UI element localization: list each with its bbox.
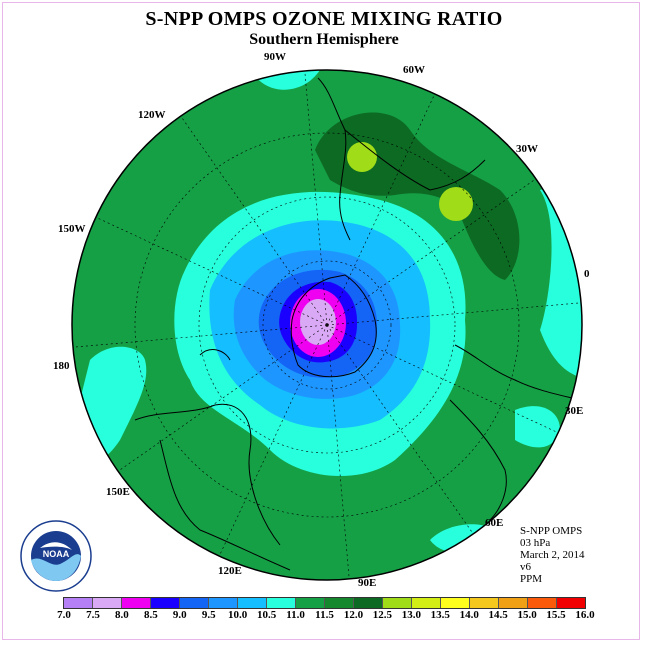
map-subtitle: Southern Hemisphere (249, 31, 399, 48)
colorbar-swatch (383, 598, 412, 608)
lon-label-60e: 60E (485, 517, 504, 529)
lon-label-90e: 90E (358, 577, 377, 589)
colorbar-tick-label: 11.5 (315, 609, 334, 621)
lon-label-120e: 120E (218, 565, 242, 577)
colorbar-tick-label: 10.0 (228, 609, 248, 621)
colorbar-tick-label: 15.5 (546, 609, 566, 621)
colorbar-tick-label: 11.0 (286, 609, 305, 621)
colorbar-tick-label: 13.0 (401, 609, 421, 621)
ozone-contour-peak (347, 142, 377, 172)
colorbar-tick-label: 14.5 (488, 609, 508, 621)
colorbar-swatch (354, 598, 383, 608)
figure-frame (2, 2, 640, 640)
ozone-contour-lobe (540, 170, 582, 380)
colorbar-swatch (209, 598, 238, 608)
ozone-contour-lobe (248, 70, 320, 90)
colorbar-swatch (296, 598, 325, 608)
colorbar-swatch (267, 598, 296, 608)
lon-label-60w: 60W (403, 64, 425, 76)
colorbar-swatch (151, 598, 180, 608)
info-version: v6 (520, 561, 531, 573)
coastlines (134, 77, 581, 571)
colorbar-swatch (238, 598, 267, 608)
logo-text: NOAA (43, 549, 70, 559)
colorbar-swatch (557, 598, 585, 608)
graticule (134, 132, 520, 518)
lon-label-180: 180 (53, 360, 70, 372)
info-block: S-NPP OMPS 03 hPa March 2, 2014 v6 PPM (520, 525, 584, 585)
colorbar-tick-label: 12.5 (372, 609, 392, 621)
lon-label-30w: 30W (516, 143, 538, 155)
colorbar (63, 597, 586, 609)
colorbar-tick-label: 7.5 (86, 609, 100, 621)
noaa-logo-icon: NOAA (20, 520, 92, 592)
colorbar-swatch (325, 598, 354, 608)
colorbar-swatch (180, 598, 209, 608)
colorbar-swatch (528, 598, 557, 608)
colorbar-tick-label: 9.5 (201, 609, 216, 621)
colorbar-tick-label: 9.0 (172, 609, 187, 621)
colorbar-swatch (441, 598, 470, 608)
colorbar-tick-label: 15.0 (517, 609, 537, 621)
info-date: March 2, 2014 (520, 549, 585, 561)
colorbar-tick-label: 14.0 (459, 609, 479, 621)
colorbar-swatch (93, 598, 122, 608)
colorbar-tick-label: 12.0 (343, 609, 364, 621)
ozone-contour-peak (439, 187, 473, 221)
colorbar-tick-label: 10.5 (256, 609, 277, 621)
ozone-contour-lobe (515, 406, 560, 448)
info-pressure: 03 hPa (520, 537, 551, 549)
lon-label-150w: 150W (58, 223, 86, 235)
colorbar-tick-label: 16.0 (575, 609, 595, 621)
colorbar-swatch (122, 598, 151, 608)
map-title: S-NPP OMPS OZONE MIXING RATIO (145, 8, 503, 30)
lon-label-120w: 120W (138, 109, 166, 121)
lon-label-0: 0 (584, 268, 590, 280)
lon-label-90w: 90W (264, 51, 286, 63)
colorbar-tick-label: 8.0 (115, 609, 129, 621)
colorbar-swatch (64, 598, 93, 608)
ozone-contour-7-5 (300, 299, 336, 345)
colorbar-swatch (499, 598, 528, 608)
lon-label-150e: 150E (106, 486, 130, 498)
colorbar-swatch (412, 598, 441, 608)
colorbar-tick-label: 7.0 (57, 609, 71, 621)
colorbar-tick-label: 13.5 (430, 609, 450, 621)
map-boundary (71, 69, 583, 581)
info-units: PPM (520, 573, 543, 585)
info-instrument: S-NPP OMPS (520, 525, 583, 537)
lon-label-30e: 30E (565, 405, 584, 417)
colorbar-tick-label: 8.5 (143, 609, 158, 621)
colorbar-swatch (470, 598, 499, 608)
